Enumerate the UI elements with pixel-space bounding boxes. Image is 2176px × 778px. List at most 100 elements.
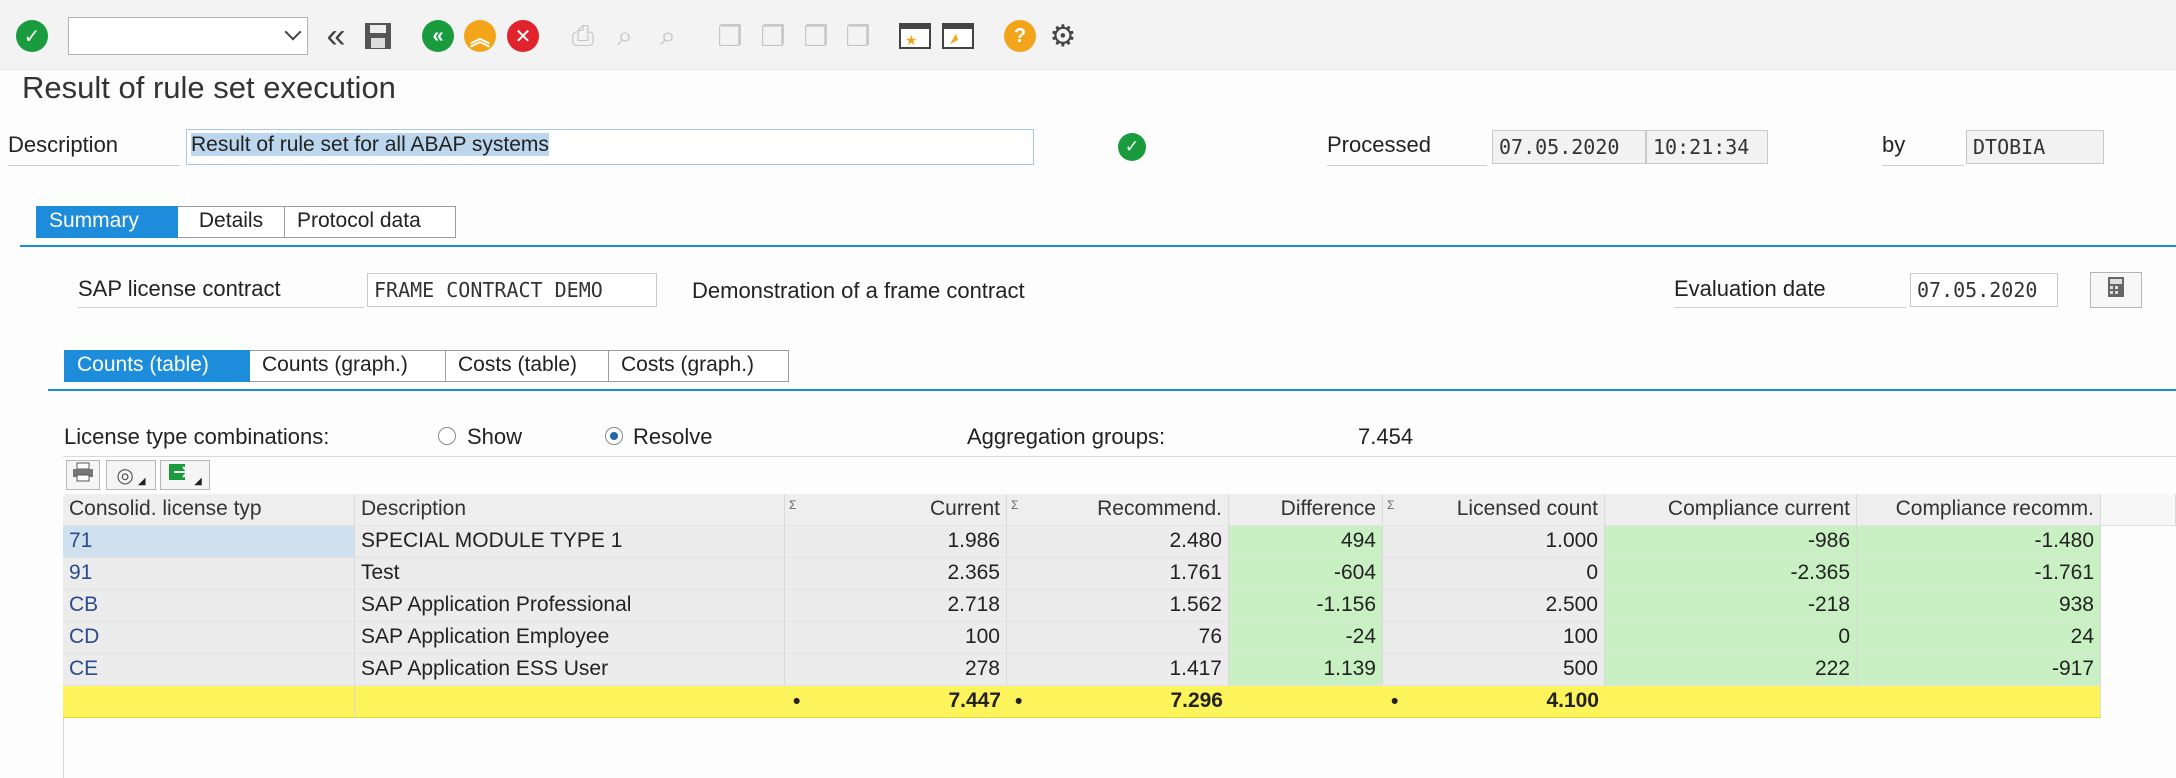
prev-page-icon[interactable]: ❐ bbox=[760, 20, 786, 52]
resolve-radio[interactable] bbox=[605, 427, 623, 445]
difference-cell: -1.156 bbox=[1229, 590, 1383, 622]
column-header[interactable]: Σ Current bbox=[785, 494, 1007, 526]
tab-details[interactable]: Details bbox=[178, 206, 285, 238]
table-header-row: Consolid. license typ Description Σ Curre… bbox=[63, 494, 2176, 526]
total-current-value: 7.447 bbox=[948, 689, 1001, 712]
collapse-left-icon[interactable]: « bbox=[326, 16, 346, 55]
licensed-count-cell: 0 bbox=[1383, 558, 1605, 590]
processed-time-field: 10:21:34 bbox=[1646, 130, 1768, 164]
back-icon[interactable]: « bbox=[420, 18, 456, 54]
total-marker: • bbox=[793, 690, 801, 713]
counts-tabstrip: Counts (table) Counts (graph.) Costs (ta… bbox=[64, 350, 789, 382]
compliance-recomm-cell: 24 bbox=[1857, 622, 2101, 654]
first-page-icon[interactable]: ❐ bbox=[717, 20, 743, 52]
license-type-cell[interactable]: CD bbox=[63, 622, 355, 654]
by-label: by bbox=[1882, 132, 1964, 166]
table-row[interactable]: CD SAP Application Employee 100 76 -24 1… bbox=[63, 622, 2101, 654]
sum-icon: Σ bbox=[1011, 498, 1019, 512]
current-cell: 2.718 bbox=[785, 590, 1007, 622]
subtab-divider bbox=[48, 389, 2176, 391]
compliance-current-cell: -218 bbox=[1605, 590, 1857, 622]
status-ok-icon: ✓ bbox=[1118, 133, 1146, 161]
shortcut-icon[interactable] bbox=[940, 18, 976, 54]
resolve-radio-label: Resolve bbox=[633, 424, 713, 449]
enter-check-icon[interactable]: ✓ bbox=[14, 18, 50, 54]
save-icon[interactable] bbox=[360, 18, 396, 54]
column-header[interactable]: Description bbox=[355, 494, 785, 526]
export-menu-button[interactable]: ◢ bbox=[160, 460, 210, 490]
view-menu-button[interactable]: ◎ ◢ bbox=[106, 460, 156, 490]
processed-label: Processed bbox=[1327, 132, 1487, 166]
licensed-count-cell: 500 bbox=[1383, 654, 1605, 686]
totals-empty-cell bbox=[355, 686, 785, 718]
calculator-button[interactable] bbox=[2090, 272, 2142, 308]
column-header-label: Recommend. bbox=[1097, 497, 1222, 520]
evaluation-date-field[interactable]: 07.05.2020 bbox=[1910, 273, 2058, 307]
cancel-icon[interactable]: ✕ bbox=[505, 18, 541, 54]
license-contract-label: SAP license contract bbox=[78, 276, 364, 308]
find-next-icon[interactable]: ⌕ bbox=[660, 19, 676, 51]
current-cell: 100 bbox=[785, 622, 1007, 654]
grid-top-border bbox=[63, 456, 2176, 457]
recommend-cell: 1.417 bbox=[1007, 654, 1229, 686]
table-row[interactable]: CB SAP Application Professional 2.718 1.… bbox=[63, 590, 2101, 622]
find-icon[interactable]: ⌕ bbox=[617, 19, 633, 51]
print-icon bbox=[72, 462, 94, 488]
chevron-down-icon[interactable] bbox=[284, 23, 302, 41]
grid-left-border bbox=[63, 718, 64, 778]
exit-icon[interactable]: ︽ bbox=[462, 18, 498, 54]
compliance-recomm-cell: -917 bbox=[1857, 654, 2101, 686]
description-cell: SAP Application ESS User bbox=[355, 654, 785, 686]
license-type-cell[interactable]: 71 bbox=[63, 526, 355, 558]
total-licensed-cell: • 4.100 bbox=[1383, 686, 1605, 718]
current-cell: 2.365 bbox=[785, 558, 1007, 590]
total-current-cell: • 7.447 bbox=[785, 686, 1007, 718]
totals-empty-cell bbox=[1605, 686, 1857, 718]
last-page-icon[interactable]: ❐ bbox=[845, 20, 871, 52]
tab-costs-graph[interactable]: Costs (graph.) bbox=[609, 350, 789, 382]
recommend-cell: 76 bbox=[1007, 622, 1229, 654]
settings-icon[interactable]: ⚙ bbox=[1049, 19, 1077, 53]
table-row[interactable]: CE SAP Application ESS User 278 1.417 1.… bbox=[63, 654, 2101, 686]
total-licensed-value: 4.100 bbox=[1546, 689, 1599, 712]
export-icon bbox=[168, 463, 190, 487]
by-user-field: DTOBIA bbox=[1966, 130, 2104, 164]
column-header[interactable]: Σ Recommend. bbox=[1007, 494, 1229, 526]
aggregation-label: Aggregation groups: bbox=[967, 424, 1166, 449]
calculator-icon bbox=[2107, 276, 2125, 304]
tab-summary[interactable]: Summary bbox=[36, 206, 178, 238]
column-header[interactable]: Compliance current bbox=[1605, 494, 1857, 526]
column-header[interactable]: Consolid. license typ bbox=[63, 494, 355, 526]
totals-empty-cell bbox=[63, 686, 355, 718]
show-radio[interactable] bbox=[438, 427, 456, 445]
main-tabstrip: Summary Details Protocol data bbox=[36, 206, 456, 238]
description-field[interactable]: Result of rule set for all ABAP systems bbox=[186, 129, 1034, 165]
column-header[interactable]: Difference bbox=[1229, 494, 1383, 526]
difference-cell: 1.139 bbox=[1229, 654, 1383, 686]
column-header[interactable]: Compliance recomm. bbox=[1857, 494, 2101, 526]
description-cell: SAP Application Employee bbox=[355, 622, 785, 654]
print-grid-button[interactable] bbox=[66, 460, 100, 490]
print-icon[interactable]: ⎙ bbox=[571, 19, 595, 51]
total-recommend-cell: • 7.296 bbox=[1007, 686, 1229, 718]
next-page-icon[interactable]: ❐ bbox=[803, 20, 829, 52]
new-session-icon[interactable]: ★ bbox=[897, 18, 933, 54]
column-header[interactable]: Σ Licensed count bbox=[1383, 494, 1605, 526]
column-header-filler bbox=[2101, 494, 2176, 526]
license-type-cell[interactable]: CB bbox=[63, 590, 355, 622]
command-field[interactable] bbox=[68, 17, 308, 55]
tab-counts-table[interactable]: Counts (table) bbox=[64, 350, 250, 382]
tab-protocol-data[interactable]: Protocol data bbox=[285, 206, 456, 238]
tab-costs-table[interactable]: Costs (table) bbox=[446, 350, 609, 382]
license-type-cell[interactable]: 91 bbox=[63, 558, 355, 590]
contract-description: Demonstration of a frame contract bbox=[692, 278, 1025, 303]
licensed-count-cell: 100 bbox=[1383, 622, 1605, 654]
tab-counts-graph[interactable]: Counts (graph.) bbox=[250, 350, 446, 382]
table-row[interactable]: 91 Test 2.365 1.761 -604 0 -2.365 -1.761 bbox=[63, 558, 2101, 590]
help-icon[interactable]: ? bbox=[1002, 18, 1038, 54]
difference-cell: 494 bbox=[1229, 526, 1383, 558]
license-contract-field[interactable]: FRAME CONTRACT DEMO bbox=[367, 273, 657, 307]
column-header-label: Licensed count bbox=[1456, 497, 1598, 520]
table-row[interactable]: 71 SPECIAL MODULE TYPE 1 1.986 2.480 494… bbox=[63, 526, 2101, 558]
license-type-cell[interactable]: CE bbox=[63, 654, 355, 686]
